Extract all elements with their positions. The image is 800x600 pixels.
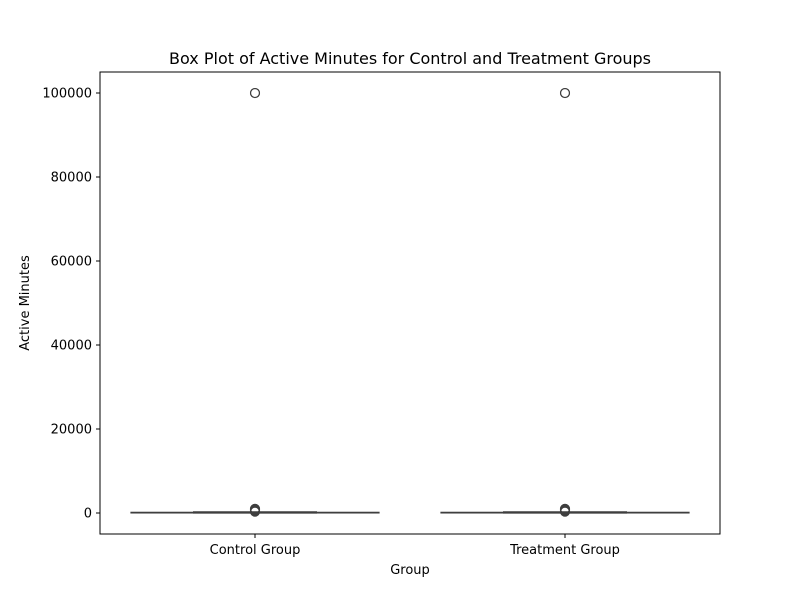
- x-tick-label: Control Group: [210, 543, 301, 558]
- outlier-point: [249, 87, 261, 99]
- y-axis-label: Active Minutes: [18, 255, 33, 351]
- y-axis: 0 20000 40000 60000 80000 100000: [42, 87, 100, 522]
- y-tick-label: 0: [84, 507, 92, 522]
- y-tick-label: 40000: [51, 339, 92, 354]
- y-tick-label: 20000: [51, 423, 92, 438]
- y-tick-label: 100000: [42, 87, 92, 102]
- outlier-point: [559, 503, 571, 514]
- x-tick-label: Treatment Group: [509, 543, 620, 558]
- box-1: [440, 87, 690, 517]
- outlier-point: [559, 87, 571, 99]
- y-tick-label: 80000: [51, 171, 92, 186]
- box-0: [130, 87, 380, 517]
- outlier-point: [249, 503, 261, 514]
- x-axis: Control Group Treatment Group: [210, 534, 620, 558]
- plot-area: [130, 87, 690, 517]
- chart-title: Box Plot of Active Minutes for Control a…: [169, 49, 651, 68]
- y-tick-label: 60000: [51, 255, 92, 270]
- x-axis-label: Group: [390, 563, 430, 578]
- plot-frame: [99, 71, 721, 535]
